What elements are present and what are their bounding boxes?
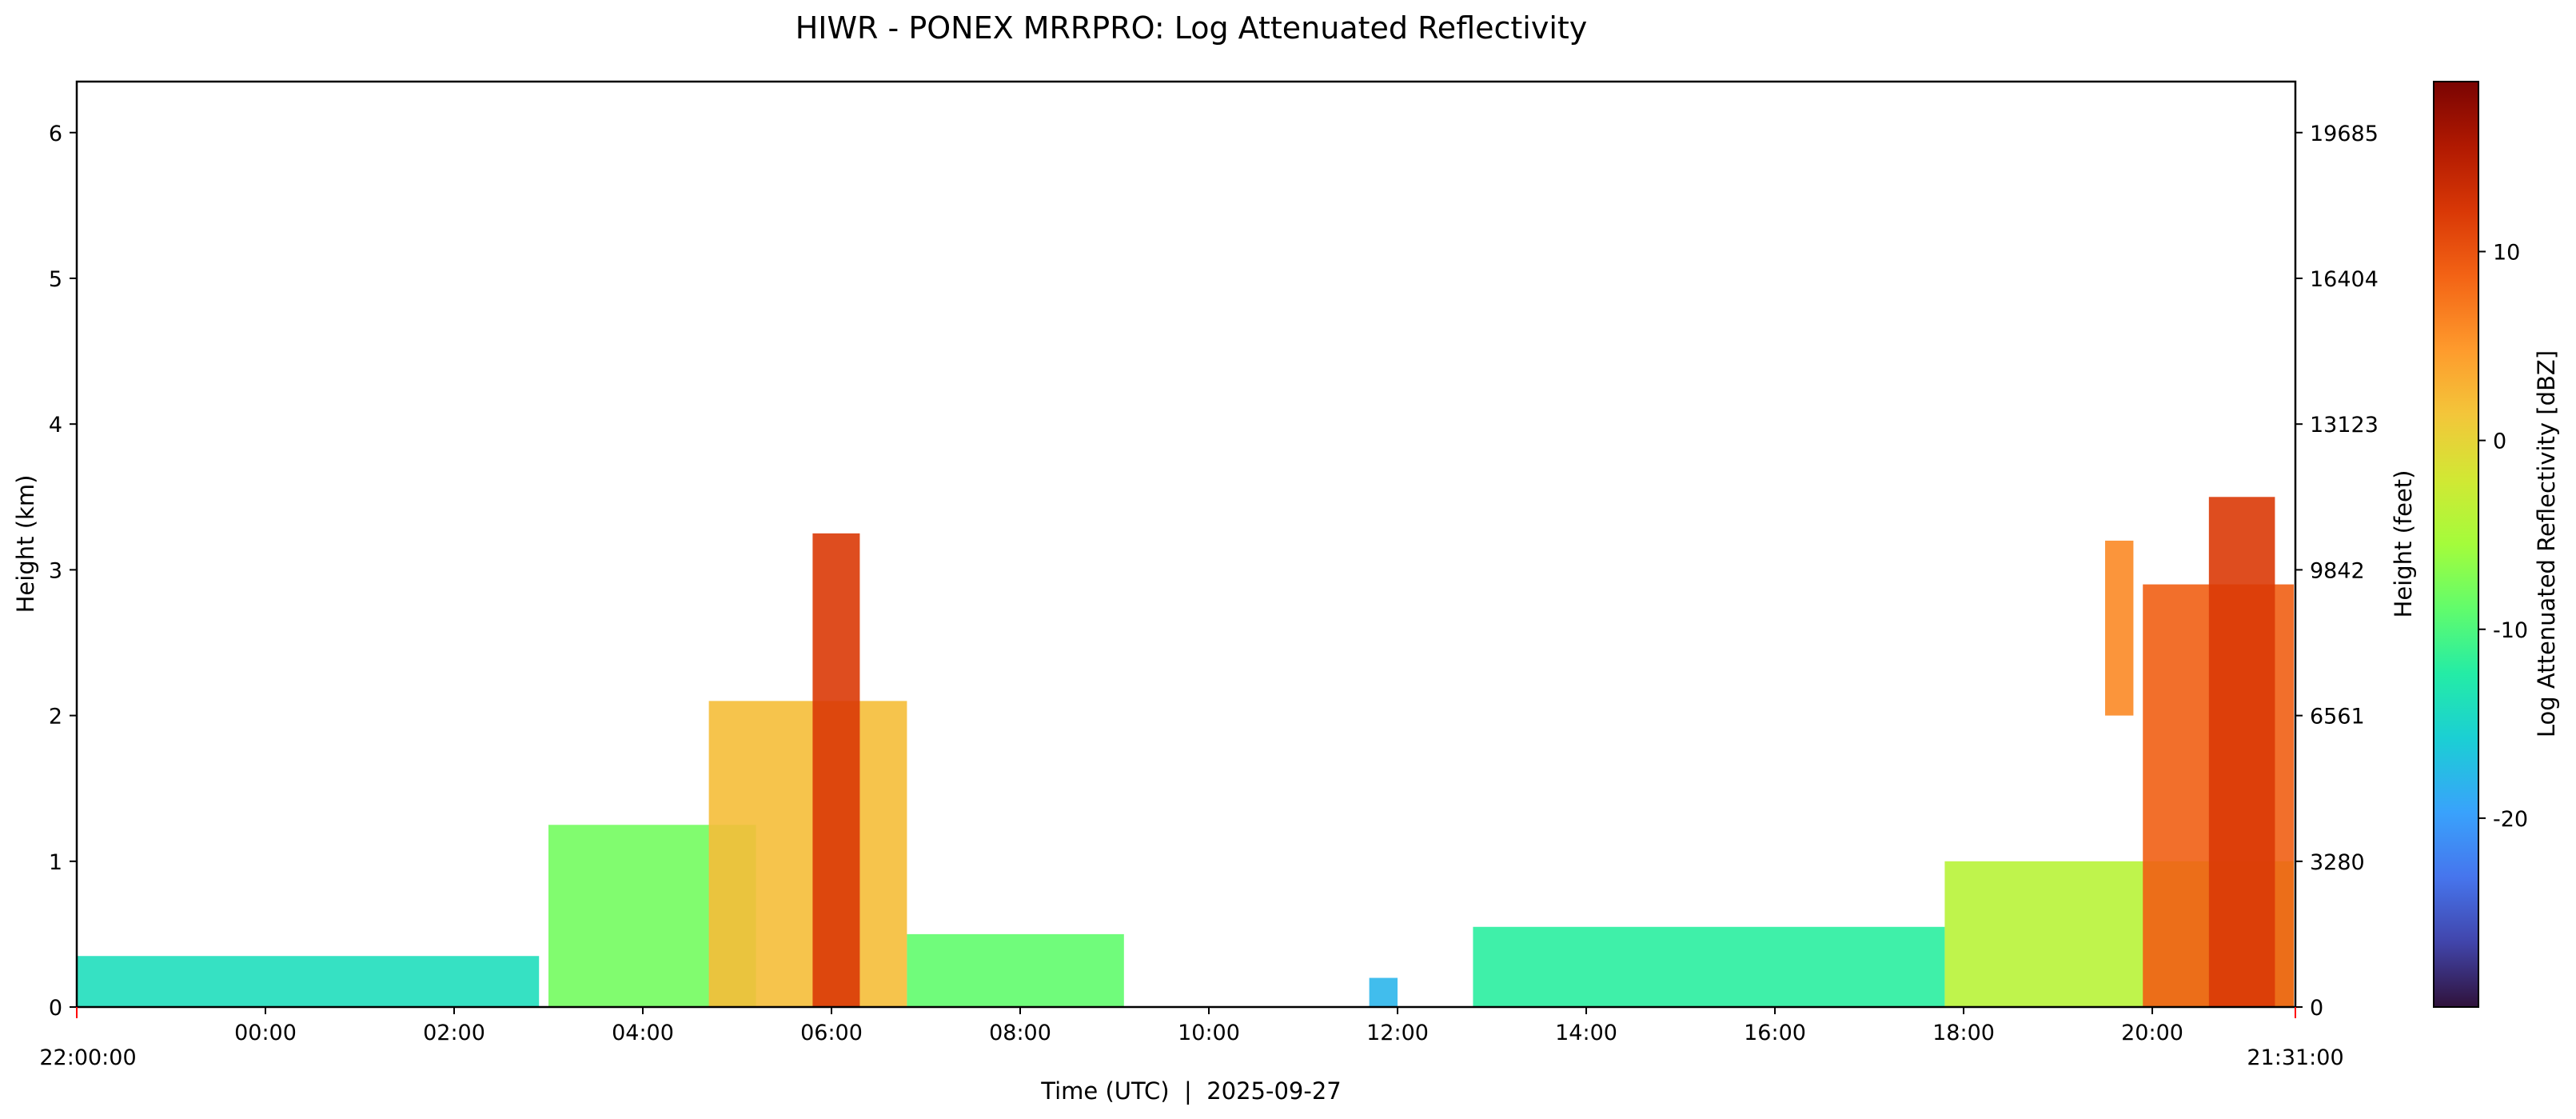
- echo-region: [1369, 977, 1398, 1007]
- y-tick-label: 6: [49, 122, 62, 146]
- echo-region: [77, 956, 540, 1007]
- y2-tick-label: 6561: [2310, 705, 2365, 729]
- y2-tick-label: 13123: [2310, 413, 2379, 438]
- echo-region: [708, 701, 907, 1007]
- x-tick-label: 06:00: [800, 1021, 863, 1045]
- echo-region: [1473, 926, 1945, 1007]
- x-tick-label: 18:00: [1932, 1021, 1995, 1045]
- x-axis-label: Time (UTC) | 2025-09-27: [1040, 1077, 1342, 1105]
- y2-tick-label: 22965: [2310, 0, 2379, 1]
- x-start-label: 22:00:00: [39, 1045, 136, 1070]
- x-tick-label: 14:00: [1555, 1021, 1617, 1045]
- y2-tick-label: 0: [2310, 996, 2323, 1021]
- echo-region: [2105, 540, 2134, 716]
- y2-tick-label: 3280: [2310, 850, 2365, 875]
- colorbar-label: Log Attenuated Reflectivity [dBZ]: [2533, 350, 2560, 737]
- x-tick-label: 20:00: [2121, 1021, 2183, 1045]
- colorbar-tick-label: 0: [2493, 430, 2506, 454]
- x-tick-label: 00:00: [234, 1021, 297, 1045]
- y-tick-label: 4: [49, 413, 62, 438]
- y-axis-label: Height (km): [12, 475, 39, 613]
- echo-region: [812, 533, 860, 1007]
- y-tick-label: 2: [49, 705, 62, 729]
- colorbar-tick-label: -20: [2493, 807, 2528, 832]
- colorbar-axis: 10 0 -10 -20: [2478, 241, 2528, 832]
- left-axis: 0 1 2 3 4 5 6: [49, 122, 77, 1021]
- echo-region: [2208, 497, 2275, 1007]
- plot-frame: [75, 80, 2297, 1009]
- x-tick-label: 10:00: [1178, 1021, 1240, 1045]
- chart-title: HIWR - PONEX MRRPRO: Log Attenuated Refl…: [796, 10, 1588, 46]
- y2-tick-label: 19685: [2310, 122, 2379, 146]
- y2-axis-label: Height (feet): [2390, 470, 2417, 618]
- y-tick-label: 5: [49, 267, 62, 292]
- colorbar-tick-label: -10: [2493, 618, 2528, 643]
- x-tick-label: 12:00: [1366, 1021, 1429, 1045]
- echo-region: [907, 933, 1124, 1007]
- echo-field: [77, 497, 2295, 1007]
- colorbar: [2433, 81, 2479, 1008]
- y2-tick-label: 16404: [2310, 267, 2379, 292]
- y-tick-label: 1: [49, 850, 62, 875]
- right-axis: 0 3280 6561 9842 13123 16404 19685 22965: [2295, 0, 2379, 1021]
- colorbar-tick-label: 10: [2493, 241, 2520, 266]
- x-end-label: 21:31:00: [2247, 1045, 2343, 1070]
- y-tick-label: 0: [49, 996, 62, 1021]
- y2-tick-label: 9842: [2310, 558, 2365, 583]
- x-tick-label: 02:00: [423, 1021, 485, 1045]
- y-tick-label: 3: [49, 558, 62, 583]
- x-tick-label: 08:00: [989, 1021, 1051, 1045]
- bottom-axis: 00:00 02:00 04:00 06:00 08:00 10:00 12:00 14:00…: [76, 1007, 2296, 1045]
- x-tick-label: 04:00: [612, 1021, 674, 1045]
- x-tick-label: 16:00: [1744, 1021, 1806, 1045]
